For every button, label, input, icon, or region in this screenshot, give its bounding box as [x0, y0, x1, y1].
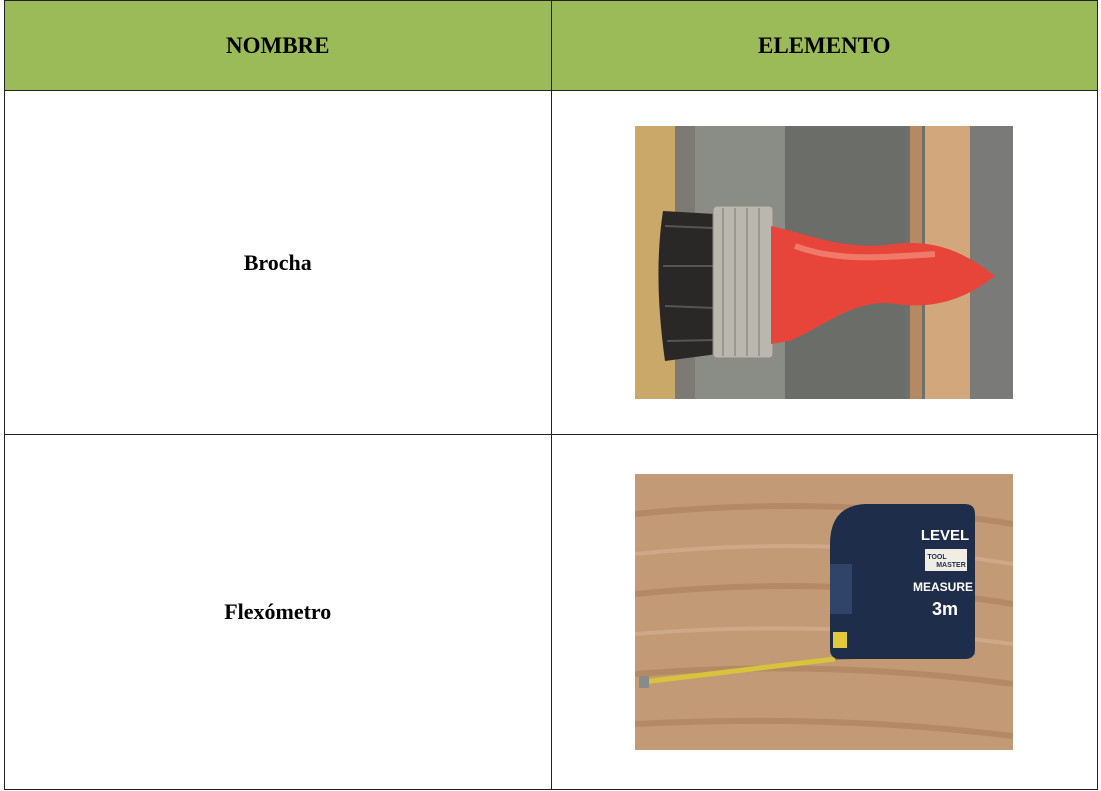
tool-image-cell: LEVEL TOOL MASTER MEASURE 3m	[550, 434, 1098, 790]
table-row: Flexómetro LEVEL TOOL MASTER MEASURE 3m	[4, 434, 1098, 790]
header-row: NOMBRE ELEMENTO	[4, 0, 1098, 91]
tool-image-cell	[550, 90, 1098, 435]
header-cell: NOMBRE	[4, 0, 552, 91]
tool-name: Flexómetro	[4, 434, 552, 790]
brush-photo	[635, 126, 1014, 399]
label-text: 3m	[932, 599, 958, 619]
label-text: TOOL	[928, 554, 948, 561]
label-text: LEVEL	[921, 527, 969, 544]
label-text: MASTER	[936, 562, 966, 569]
tools-table: NOMBRE ELEMENTO Brocha Fle	[4, 0, 1098, 790]
tape-measure-photo: LEVEL TOOL MASTER MEASURE 3m	[635, 474, 1014, 750]
tool-name: Brocha	[4, 90, 552, 435]
label-text: MEASURE	[913, 580, 973, 594]
table-row: Brocha	[4, 90, 1098, 435]
header-cell: ELEMENTO	[550, 0, 1098, 91]
